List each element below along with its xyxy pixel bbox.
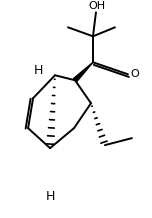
Polygon shape [73, 62, 93, 82]
Text: H: H [33, 64, 43, 77]
Text: OH: OH [88, 1, 105, 11]
Text: H: H [45, 189, 55, 203]
Text: O: O [131, 69, 139, 79]
